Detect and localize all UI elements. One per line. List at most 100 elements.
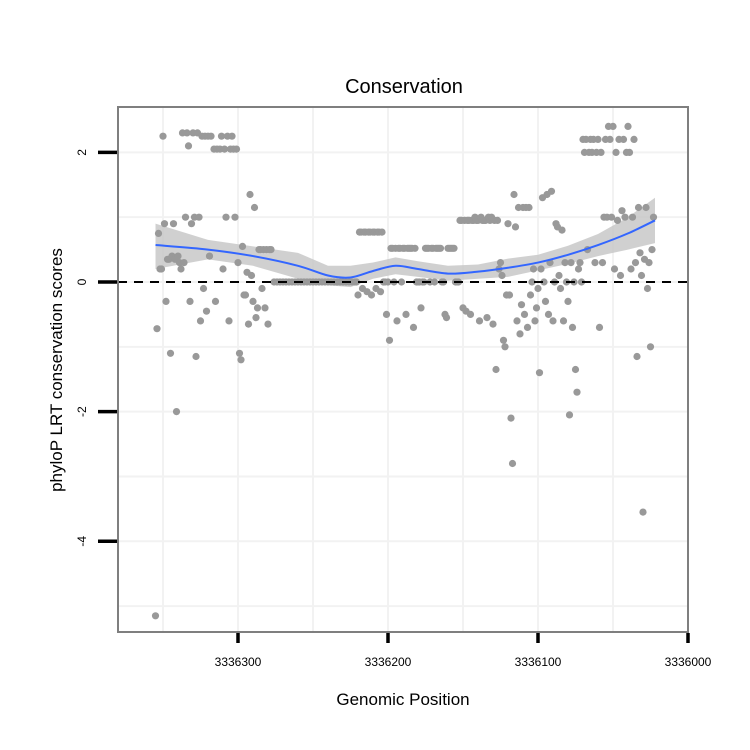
data-point (376, 288, 385, 296)
data-point (595, 323, 604, 331)
data-point (528, 278, 536, 286)
data-point (541, 297, 550, 305)
y-axis-label: phyloP LRT conservation scores (47, 248, 66, 492)
data-point (180, 259, 188, 267)
data-point (192, 352, 200, 361)
data-point (627, 265, 635, 273)
data-point (154, 229, 163, 237)
data-point (237, 356, 245, 364)
smooth-curve (155, 219, 656, 279)
x-tick-label: 3336300 (215, 655, 262, 669)
data-point (639, 508, 647, 516)
data-point (523, 323, 532, 331)
data-point (234, 259, 242, 267)
data-point (613, 216, 622, 224)
data-point (501, 343, 509, 351)
data-point (511, 223, 520, 231)
data-point (498, 271, 506, 280)
data-point (177, 265, 185, 273)
data-point (520, 310, 529, 318)
data-point (187, 220, 196, 228)
data-point (151, 612, 160, 620)
data-point (172, 408, 181, 416)
data-point (402, 310, 410, 318)
y-tick-label: 0 (75, 278, 89, 285)
data-point (633, 352, 641, 361)
data-point (544, 310, 553, 318)
data-point (547, 187, 556, 195)
data-point (382, 310, 391, 318)
data-point (252, 314, 260, 322)
data-point (162, 297, 170, 305)
data-point (529, 265, 538, 273)
data-point (442, 314, 451, 322)
data-point (612, 148, 620, 156)
data-point (643, 284, 652, 293)
data-point (531, 317, 539, 325)
data-point (207, 132, 215, 140)
data-point (169, 220, 178, 228)
data-point (505, 291, 514, 299)
data-point (556, 284, 565, 293)
data-point (258, 284, 266, 293)
data-point (619, 135, 628, 143)
data-point (436, 244, 445, 252)
data-point (231, 213, 239, 221)
x-axis-ticks: 3336300 3336200 3336100 3336000 (215, 633, 712, 669)
data-point (417, 304, 425, 312)
data-point (561, 259, 569, 267)
y-tick-label: -4 (75, 536, 89, 547)
data-point (609, 122, 617, 130)
data-point (628, 213, 637, 221)
data-point (537, 265, 545, 273)
data-point (352, 278, 361, 286)
data-point (450, 244, 458, 252)
data-point (235, 349, 244, 357)
data-point (636, 249, 644, 257)
data-point (397, 278, 406, 286)
data-point (492, 365, 500, 374)
data-point (225, 317, 233, 325)
smooth-line (155, 219, 656, 279)
data-point (648, 246, 656, 254)
data-point (196, 317, 205, 325)
data-point (378, 228, 386, 236)
data-point (174, 252, 182, 260)
data-point (247, 271, 256, 280)
data-point (598, 259, 607, 267)
data-point (195, 213, 203, 221)
data-point (183, 129, 191, 137)
data-point (228, 132, 236, 140)
data-point (610, 265, 619, 273)
data-point (205, 252, 214, 260)
data-point (591, 259, 599, 267)
data-point (646, 343, 655, 351)
data-point (430, 278, 439, 286)
data-point (513, 317, 521, 325)
data-point (384, 278, 392, 286)
y-tick-label: 2 (75, 149, 89, 156)
x-axis-label: Genomic Position (336, 690, 469, 709)
data-point (411, 244, 419, 252)
data-point (564, 297, 572, 305)
data-point (616, 271, 625, 280)
data-point (565, 411, 574, 419)
data-point (489, 320, 497, 328)
data-point (385, 336, 394, 344)
data-point (549, 317, 557, 325)
data-point (202, 307, 211, 315)
chart-title: Conservation (345, 76, 463, 98)
data-point (594, 135, 602, 143)
data-point (181, 213, 190, 221)
data-point (220, 145, 229, 153)
data-point (577, 278, 586, 286)
data-point (517, 301, 526, 309)
data-point (249, 297, 257, 305)
data-point (630, 135, 638, 143)
x-tick-label: 3336200 (365, 655, 412, 669)
data-point (508, 459, 517, 468)
data-point (516, 330, 524, 338)
data-point (558, 226, 566, 234)
data-point (166, 349, 175, 357)
